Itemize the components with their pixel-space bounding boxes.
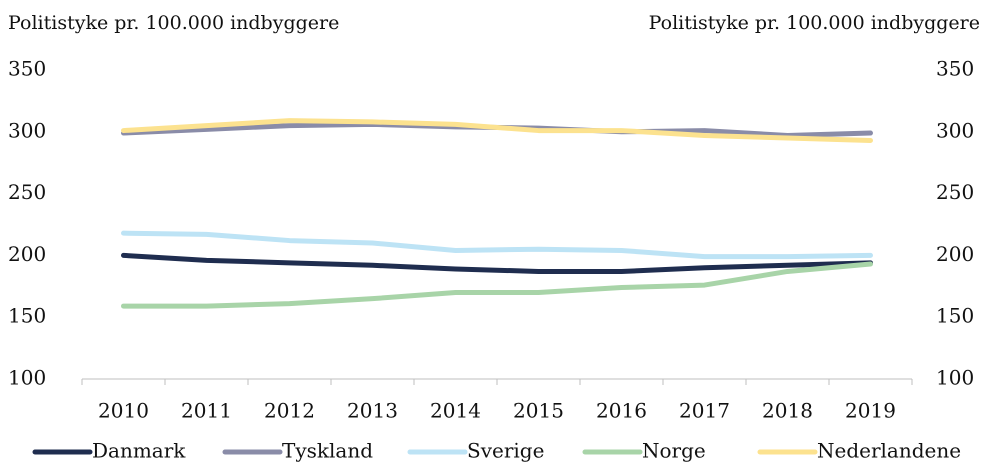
legend-label: Danmark xyxy=(92,439,186,463)
y2-tick-label: 100 xyxy=(936,366,974,390)
y-tick-label: 200 xyxy=(8,242,46,266)
x-tick-label: 2012 xyxy=(264,399,315,423)
y2-axis-label: Politistyke pr. 100.000 indbyggere xyxy=(649,12,980,34)
x-tick-label: 2016 xyxy=(596,399,647,423)
y-tick-label: 350 xyxy=(8,57,46,81)
legend-label: Norge xyxy=(642,439,706,463)
x-tick-label: 2010 xyxy=(98,399,149,423)
x-tick-label: 2019 xyxy=(845,399,896,423)
x-tick-label: 2015 xyxy=(513,399,564,423)
x-tick-label: 2018 xyxy=(762,399,813,423)
x-tick-label: 2013 xyxy=(347,399,398,423)
y2-tick-label: 300 xyxy=(936,118,974,142)
legend-label: Nederlandene xyxy=(817,439,961,463)
series-line xyxy=(121,118,873,143)
y2-tick-label: 250 xyxy=(936,180,974,204)
y-tick-label: 100 xyxy=(8,366,46,390)
legend-label: Sverige xyxy=(467,439,544,463)
series-line xyxy=(121,230,873,260)
y-tick-label: 250 xyxy=(8,180,46,204)
y2-tick-label: 200 xyxy=(936,242,974,266)
x-tick-label: 2011 xyxy=(181,399,232,423)
legend-label: Tyskland xyxy=(282,439,373,463)
x-tick-label: 2014 xyxy=(430,399,481,423)
x-tick-label: 2017 xyxy=(679,399,730,423)
y2-tick-label: 350 xyxy=(936,57,974,81)
y2-tick-label: 150 xyxy=(936,304,974,328)
series-line xyxy=(121,252,873,274)
series-line xyxy=(121,261,873,309)
y-tick-label: 300 xyxy=(8,118,46,142)
y-tick-label: 150 xyxy=(8,304,46,328)
y-axis-label: Politistyke pr. 100.000 indbyggere xyxy=(8,12,339,34)
